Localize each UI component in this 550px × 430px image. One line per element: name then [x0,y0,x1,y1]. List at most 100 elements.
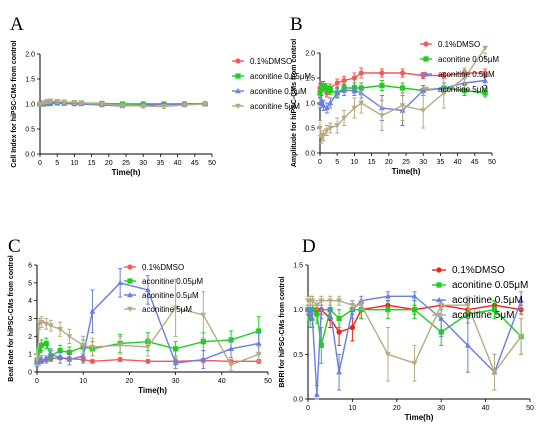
legend-label: aconitine 0.05μM [438,55,499,64]
panel-b: B 0 5 10 15 20 25 30 35 40 45 50 0.0 0.5 1.0 1.5 2.0 Time… [290,14,499,176]
y-tick-label: 0.0 [25,152,35,159]
x-axis-label: Time(h) [392,167,421,176]
data-point [464,342,471,348]
series-3 [34,278,262,371]
y-tick-label: 3 [28,316,32,323]
legend-label: aconitine 5μM [250,102,300,111]
legend-label: 0.1%DMSO [250,57,292,66]
x-tick-label: 40 [218,378,226,385]
legend-marker [436,297,442,303]
data-point [334,90,341,96]
data-point [379,113,385,119]
legend-label: 0.1%DMSO [438,40,480,49]
x-tick-label: 10 [79,378,87,385]
data-point [313,391,320,397]
data-point [482,45,489,51]
x-tick-label: 45 [191,160,199,167]
data-point [57,348,63,354]
data-point [336,316,342,322]
data-point [323,105,330,111]
panel-a: A 0 5 10 15 20 25 30 35 40 45 50 0.0 0.5 1.0 1.5 2.0 Time… [10,14,311,177]
data-point [89,358,96,364]
y-axis-label: Amplitude for hiPSC-CMs from control [291,39,298,167]
x-tick-label: 20 [126,378,134,385]
data-point [117,279,124,286]
data-point [351,105,358,111]
data-point [172,360,179,366]
legend-label: aconitine 5μM [438,85,488,94]
data-point [399,85,406,91]
y-tick-label: 1.5 [293,263,303,270]
data-point [43,99,50,105]
data-point [36,348,42,354]
legend-label: aconitine 0.5μM [142,291,199,300]
data-point [172,305,179,311]
data-point [327,125,334,131]
legend-marker [436,312,442,318]
panel-d: D 0 10 20 30 40 50 0.0 0.5 1.0 1.5 Time(h) BRRI for … [279,236,534,422]
x-tick-label: 25 [122,160,130,167]
data-point [438,315,445,321]
data-point [320,133,327,139]
y-tick-label: 1 [28,352,32,359]
data-point [117,356,123,363]
data-point [89,308,96,314]
data-point [318,306,325,312]
data-point [440,90,447,96]
series-3 [37,98,209,110]
legend: 0.1%DMSO aconitine 0.05μM aconitine 0.5μM a… [232,57,311,111]
legend-marker [235,58,241,64]
data-point [349,303,356,309]
data-point [309,298,316,304]
legend-label: aconitine 5μM [142,305,192,314]
data-point [309,315,316,321]
data-point [351,87,358,93]
x-tick-label: 40 [454,159,462,166]
data-point [351,75,357,81]
data-point [256,328,262,334]
x-tick-label: 20 [393,405,401,412]
data-point [399,70,406,76]
legend-marker [235,103,241,109]
legend-label: aconitine 5μM [452,310,514,321]
x-tick-label: 20 [105,160,113,167]
y-tick-label: 1.5 [25,77,35,84]
data-point [411,361,418,367]
data-point [441,72,447,79]
x-tick-label: 15 [368,159,376,166]
legend-marker [423,71,429,77]
data-point [78,100,85,106]
data-point [317,125,323,131]
data-point [482,77,489,83]
data-point [144,344,151,351]
data-point [38,356,45,362]
legend-label: aconitine 0.5μM [452,295,523,306]
x-axis-label: Time(h) [405,413,434,422]
y-tick-label: 1.0 [305,101,315,108]
x-tick-label: 30 [139,160,147,167]
data-point [145,358,151,364]
data-point [228,362,234,368]
legend-marker [127,278,133,284]
y-tick-label: 1.0 [25,102,35,109]
data-point [491,307,498,313]
data-point [38,319,45,326]
data-point [313,303,320,309]
legend-marker [423,41,429,47]
legend-label: aconitine 0.5μM [250,87,307,96]
panel-letter: C [8,236,21,257]
data-point [358,100,365,106]
x-tick-label: 5 [335,159,339,166]
y-tick-label: 4 [28,298,32,305]
data-point [228,345,234,352]
y-axis-label: Beat Rate for hiPSC-CMs from control [8,255,15,381]
legend: 0.1%DMSO aconitine 0.05μM aconitine 0.5μM a… [432,265,528,321]
panel-letter: D [302,236,316,257]
data-point [39,342,45,348]
data-point [37,101,43,107]
data-point [385,293,391,299]
y-tick-label: 0.5 [305,126,315,133]
data-point [43,356,50,362]
legend-marker [127,292,133,298]
data-point [327,306,334,312]
